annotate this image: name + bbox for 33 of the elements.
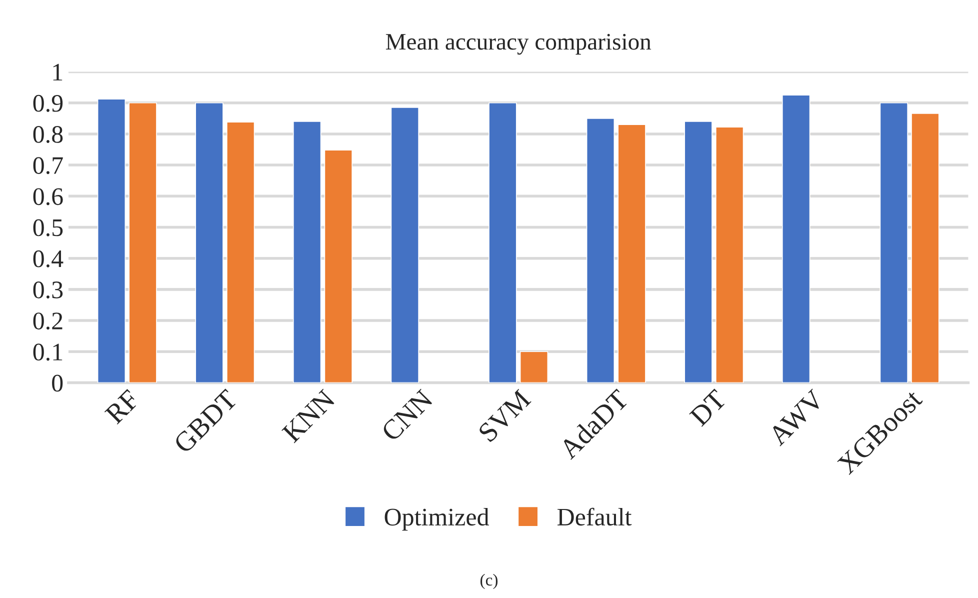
bar (684, 121, 712, 383)
y-tick-label: 0.8 (33, 126, 63, 143)
bar (880, 102, 908, 383)
bar (911, 113, 940, 383)
bar (715, 126, 744, 383)
x-tick-label: DT (689, 388, 728, 427)
bar (586, 118, 615, 383)
y-tick-label: 0 (52, 374, 63, 392)
bar (618, 124, 646, 383)
y-tick-label: 0.7 (33, 157, 63, 174)
y-tick-label: 0.5 (33, 219, 63, 236)
bar (390, 107, 420, 383)
bar (97, 98, 126, 383)
bar (128, 102, 157, 383)
y-tick-label: 0.9 (33, 94, 63, 112)
y-tick-label: 0.6 (33, 188, 63, 206)
bar (226, 122, 255, 383)
legend-label: Optimized (384, 508, 489, 531)
text: (c) (480, 574, 498, 590)
chart-title: Mean accuracy comparision (386, 34, 652, 55)
y-tick-label: 1 (53, 64, 62, 80)
y-tick-label: 0.3 (33, 281, 63, 298)
bar (520, 351, 548, 383)
bar (195, 102, 224, 383)
x-tick-label: RF (104, 389, 140, 425)
y-tick-label: 0.1 (33, 344, 62, 361)
bar (324, 150, 352, 383)
legend-label: Default (558, 508, 632, 526)
y-tick-label: 0.2 (33, 312, 62, 330)
bar (488, 102, 517, 383)
bar (292, 121, 322, 383)
bar (782, 94, 810, 383)
y-tick-label: 0.4 (33, 250, 64, 268)
